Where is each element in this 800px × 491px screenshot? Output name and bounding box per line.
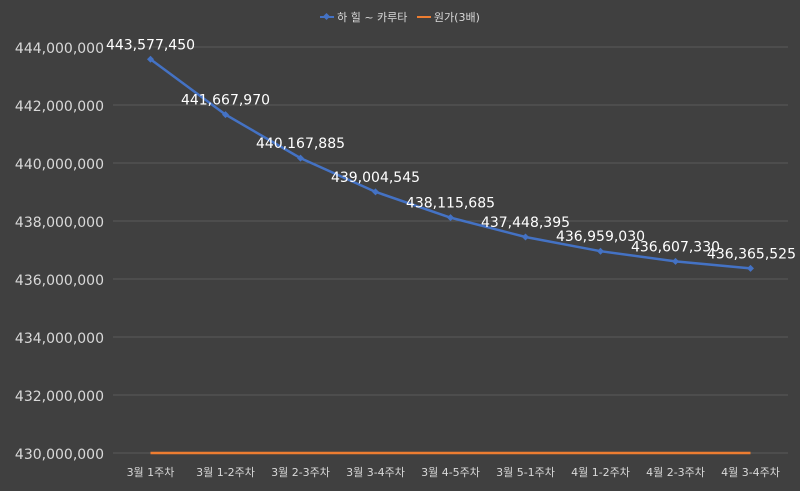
y-tick-label: 444,000,000 <box>15 41 104 57</box>
y-tick-label: 432,000,000 <box>15 389 104 405</box>
data-point <box>672 257 679 265</box>
data-label: 443,577,450 <box>106 37 195 53</box>
data-label: 440,167,885 <box>256 136 345 152</box>
legend-item-series-1: 하 힐 ~ 카루타 <box>320 9 407 25</box>
legend-item-series-2: 원가(3배) <box>416 9 480 25</box>
y-tick-label: 434,000,000 <box>15 331 104 347</box>
data-label: 438,115,685 <box>406 196 495 212</box>
legend-label-series-1: 하 힐 ~ 카루타 <box>337 11 408 24</box>
x-tick-label: 4월 2-3주차 <box>646 466 705 479</box>
legend-label-series-2: 원가(3배) <box>433 11 480 24</box>
data-point <box>447 214 454 222</box>
data-point <box>222 111 229 119</box>
data-point <box>747 264 754 272</box>
data-point <box>297 154 304 162</box>
legend: 하 힐 ~ 카루타 원가(3배) <box>0 8 800 25</box>
data-point <box>597 247 604 255</box>
x-tick-label: 3월 5-1주차 <box>496 466 555 479</box>
data-label: 437,448,395 <box>481 215 570 231</box>
legend-swatch-series-1 <box>320 12 335 21</box>
x-tick-label: 3월 1주차 <box>127 466 175 479</box>
series-line-main <box>149 58 751 270</box>
x-tick-label: 4월 1-2주차 <box>571 466 630 479</box>
data-label: 436,365,525 <box>707 246 796 262</box>
data-point <box>147 55 154 63</box>
y-tick-label: 438,000,000 <box>15 215 104 231</box>
data-label: 441,667,970 <box>181 93 270 109</box>
x-tick-label: 3월 2-3주차 <box>271 466 330 479</box>
data-label: 436,607,330 <box>631 239 720 255</box>
data-point <box>372 188 379 196</box>
x-tick-label: 4월 3-4주차 <box>721 466 780 479</box>
y-tick-label: 436,000,000 <box>15 273 104 289</box>
data-label: 439,004,545 <box>331 170 420 186</box>
y-tick-label: 442,000,000 <box>15 99 104 115</box>
x-tick-label: 3월 4-5주차 <box>421 466 480 479</box>
x-tick-label: 3월 1-2주차 <box>196 466 255 479</box>
data-label: 436,959,030 <box>556 229 645 245</box>
data-point <box>522 233 529 241</box>
x-tick-label: 3월 3-4주차 <box>346 466 405 479</box>
legend-swatch-series-2 <box>416 16 431 18</box>
y-tick-label: 430,000,000 <box>15 447 104 463</box>
y-tick-label: 440,000,000 <box>15 157 104 173</box>
